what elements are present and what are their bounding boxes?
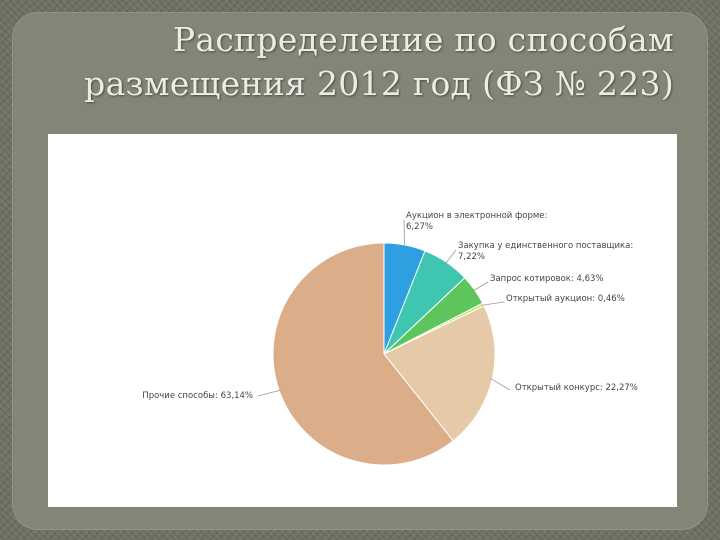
pie-slice-label: Закупка у единственного поставщика: 7,22% — [458, 241, 633, 262]
pie-slice — [383, 305, 496, 442]
pie-slice-label: Открытый конкурс: 22,27% — [515, 383, 638, 393]
pie-leader-line — [257, 389, 282, 397]
pie-leader-line — [472, 281, 489, 292]
pie-chart: Аукцион в электронной форме: 6,27% Закупка… — [142, 211, 638, 466]
pie-leader-line — [490, 377, 511, 391]
pie-leader-line — [481, 301, 505, 306]
pie-leader-line — [403, 219, 405, 247]
slide-title-line-2: размещения 2012 год (ФЗ № 223) — [84, 64, 674, 103]
pie-slice-label: Открытый аукцион: 0,46% — [506, 294, 625, 304]
chart-panel: Аукцион в электронной форме: 6,27% Закупка… — [48, 134, 677, 507]
slide-title-line-1: Распределение по способам — [172, 20, 674, 59]
pie-slices — [272, 242, 496, 466]
pie-slice-label: Аукцион в электронной форме: 6,27% — [406, 211, 547, 232]
pie-slice-label: Прочие способы: 63,14% — [142, 391, 253, 401]
pie-leader-line — [444, 249, 457, 265]
pie-labels: Аукцион в электронной форме: 6,27% Закупка… — [142, 211, 638, 401]
pie-leader-lines — [257, 219, 511, 397]
pie-slice-label: Запрос котировок: 4,63% — [490, 274, 604, 284]
slide-title: Распределение по способам размещения 201… — [34, 18, 674, 106]
